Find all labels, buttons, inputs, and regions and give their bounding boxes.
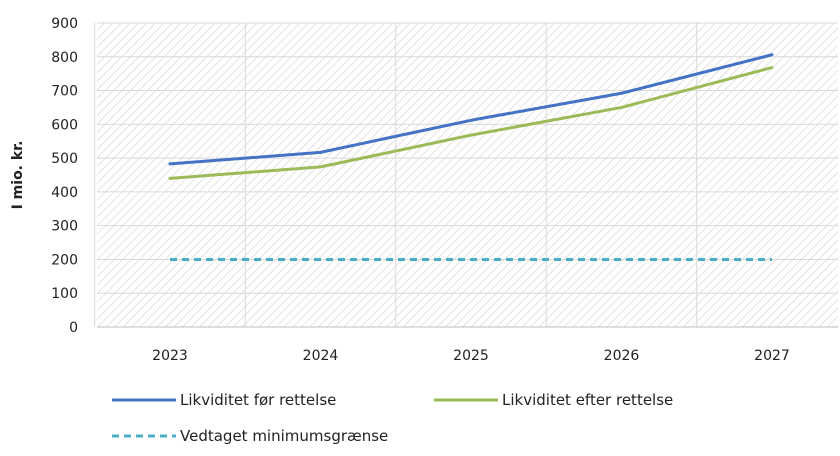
- series-line-2: [168, 66, 774, 180]
- y-tick-label: 600: [51, 117, 78, 133]
- legend-label: Likviditet efter rettelse: [502, 391, 673, 409]
- legend: Likviditet før rettelse Likviditet efter …: [112, 391, 673, 445]
- y-tick-label: 100: [51, 286, 78, 302]
- x-tick-label: 2023: [152, 348, 188, 364]
- tick-labels: 0 100 200 300 400 500 600 700 800 900 2023 2024 2025…: [51, 16, 790, 364]
- y-tick-label: 200: [51, 252, 78, 268]
- y-tick-label: 500: [51, 151, 78, 167]
- legend-label: Vedtaget minimumsgrænse: [180, 427, 388, 445]
- y-tick-label: 800: [51, 50, 78, 66]
- x-tick-label: 2025: [453, 348, 489, 364]
- x-tick-label: 2027: [754, 348, 790, 364]
- y-axis-title: I mio. kr.: [10, 141, 26, 210]
- y-tick-label: 0: [69, 320, 78, 336]
- y-tick-label: 400: [51, 185, 78, 201]
- series-lines: [168, 53, 774, 261]
- legend-label: Likviditet før rettelse: [180, 391, 336, 409]
- y-tick-label: 900: [51, 16, 78, 32]
- x-tick-label: 2026: [604, 348, 640, 364]
- y-tick-label: 300: [51, 219, 78, 235]
- y-tick-label: 700: [51, 84, 78, 100]
- x-tick-label: 2024: [303, 348, 339, 364]
- series-line-1: [168, 53, 774, 166]
